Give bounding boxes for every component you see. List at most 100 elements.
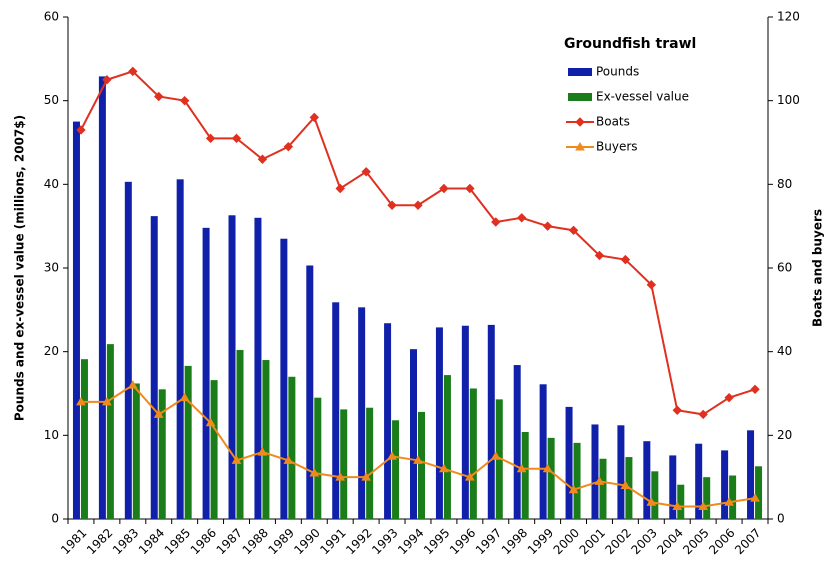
marker [102, 396, 112, 406]
x-tick-label: 1985 [162, 526, 193, 557]
marker [309, 112, 320, 123]
y-tick-label: 20 [44, 344, 59, 358]
marker [646, 497, 657, 506]
bar [599, 458, 607, 519]
bar [755, 466, 763, 519]
bar [106, 344, 114, 519]
bar [677, 484, 685, 519]
bar [98, 76, 106, 520]
marker [724, 392, 734, 403]
marker [516, 213, 527, 223]
marker [309, 467, 320, 477]
bar [410, 349, 417, 519]
marker [335, 472, 346, 481]
bar [210, 380, 218, 519]
marker [672, 501, 683, 510]
bar [72, 121, 80, 519]
bar [573, 442, 581, 519]
bar [547, 437, 555, 519]
x-tick-label: 1994 [395, 526, 426, 557]
bar [254, 217, 262, 520]
bar [262, 360, 270, 519]
y2-tick-label: 0 [777, 512, 785, 526]
x-tick-label: 2003 [628, 526, 659, 557]
legend-label: Buyers [596, 140, 638, 154]
marker [439, 183, 449, 194]
y2-axis-title: Boats and buyers [811, 209, 825, 327]
marker [205, 417, 216, 427]
x-tick-label: 1997 [473, 526, 504, 557]
bar [384, 323, 392, 519]
bar [617, 425, 625, 519]
marker [76, 125, 86, 135]
marker [698, 501, 709, 510]
y2-tick-label: 20 [777, 428, 792, 442]
marker [620, 254, 631, 265]
marker [257, 154, 268, 164]
bar [721, 450, 729, 519]
marker [361, 167, 371, 177]
bar [80, 359, 88, 519]
bar [469, 388, 477, 519]
x-tick-label: 2001 [577, 526, 608, 557]
bar [306, 265, 314, 519]
x-tick-label: 1983 [110, 526, 141, 557]
marker [231, 455, 242, 464]
marker [361, 472, 372, 481]
marker [568, 484, 579, 494]
x-tick-label: 1996 [447, 526, 478, 557]
marker [439, 463, 449, 473]
bar [487, 324, 495, 519]
bar [435, 327, 443, 519]
marker [750, 493, 760, 502]
marker [231, 133, 242, 144]
legend-label: Ex-vessel value [596, 90, 689, 104]
bar [643, 441, 651, 519]
marker [542, 221, 553, 231]
x-tick-label: 1989 [265, 526, 296, 557]
x-tick-label: 1982 [84, 526, 115, 557]
y-tick-label: 50 [44, 93, 59, 107]
marker [257, 447, 268, 456]
marker [127, 380, 138, 389]
x-tick-label: 2002 [603, 526, 634, 557]
marker [568, 225, 579, 236]
y2-tick-label: 120 [777, 10, 800, 24]
marker [413, 200, 423, 210]
marker [153, 409, 164, 418]
marker [594, 476, 605, 485]
marker [283, 455, 294, 464]
x-tick-label: 1998 [499, 526, 530, 557]
bar [358, 307, 366, 519]
bar [443, 375, 451, 519]
bar [132, 383, 140, 519]
marker [724, 497, 734, 506]
x-tick-label: 1986 [188, 526, 219, 557]
bar [332, 302, 340, 519]
y2-tick-label: 80 [777, 177, 792, 191]
bar [392, 420, 400, 519]
bar [747, 430, 755, 519]
bar [158, 389, 166, 519]
x-tick-label: 1992 [343, 526, 374, 557]
bar [176, 179, 184, 519]
marker [387, 200, 397, 210]
x-tick-label: 2000 [551, 526, 582, 557]
bar [669, 455, 677, 519]
bar [651, 471, 659, 519]
bar [288, 376, 296, 519]
bar [280, 238, 288, 519]
bar [418, 411, 425, 519]
marker [387, 451, 397, 460]
marker [672, 405, 682, 415]
marker [179, 95, 190, 106]
marker [413, 455, 423, 464]
y2-tick-label: 100 [777, 93, 800, 107]
marker [102, 75, 112, 85]
legend-marker [575, 117, 585, 127]
marker [542, 463, 553, 473]
y-tick-label: 30 [44, 261, 59, 275]
marker [750, 384, 760, 395]
marker [646, 280, 657, 290]
